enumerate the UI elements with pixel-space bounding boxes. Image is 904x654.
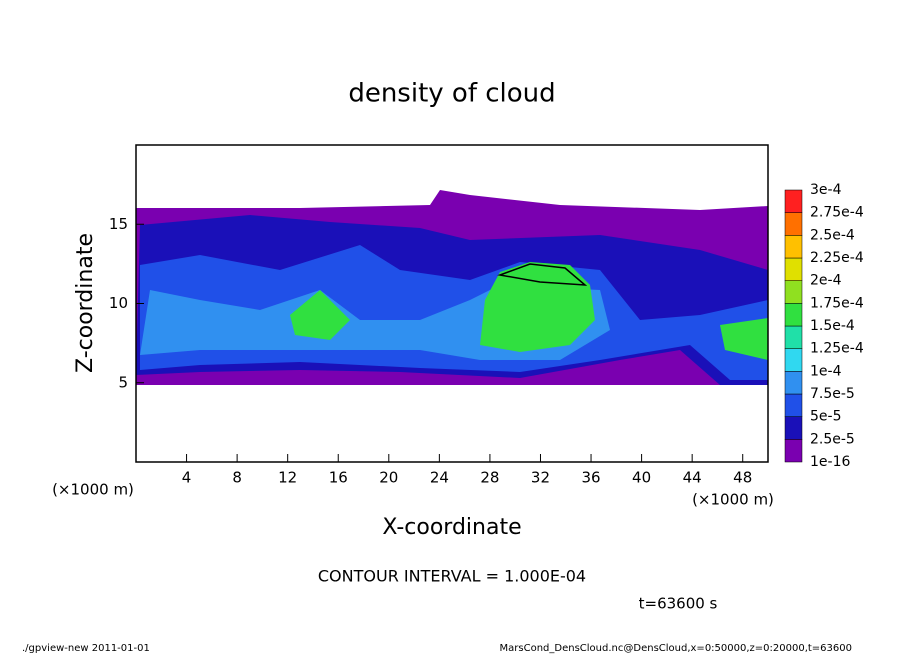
- x-tick-label: 24: [430, 469, 449, 487]
- y-tick-label: 10: [109, 294, 128, 312]
- colorbar-label: 2.5e-5: [810, 431, 855, 447]
- contour-note: CONTOUR INTERVAL = 1.000E-04: [318, 567, 586, 586]
- x-axis-label: X-coordinate: [382, 515, 521, 540]
- colorbar-label: 3e-4: [810, 182, 842, 198]
- colorbar-box: [784, 189, 803, 213]
- x-tick-label: 40: [632, 469, 651, 487]
- y-tick-label: 5: [118, 373, 128, 391]
- x-tick-label: 8: [232, 469, 242, 487]
- y-tick-label: 15: [109, 215, 128, 233]
- colorbar-box: [784, 416, 803, 440]
- colorbar-box: [784, 371, 803, 395]
- time-note: t=63600 s: [639, 595, 718, 613]
- colorbar-box: [784, 303, 803, 327]
- colorbar-label: 1.25e-4: [810, 341, 864, 357]
- colorbar-label: 1e-4: [810, 363, 842, 379]
- x-tick-label: 16: [329, 469, 348, 487]
- x-tick-label: 28: [480, 469, 499, 487]
- colorbar-label: 1e-16: [810, 454, 850, 470]
- x-tick-label: 12: [278, 469, 297, 487]
- colorbar-label: 2.75e-4: [810, 205, 864, 221]
- field-layer: [290, 262, 768, 360]
- colorbar-label: 1.75e-4: [810, 295, 864, 311]
- footer-right: MarsCond_DensCloud.nc@DensCloud,x=0:5000…: [500, 643, 852, 654]
- x-tick-label: 4: [182, 469, 192, 487]
- x-tick-label: 44: [683, 469, 702, 487]
- colorbar-box: [784, 348, 803, 372]
- colorbar-label: 2e-4: [810, 273, 842, 289]
- colorbar-label: 7.5e-5: [810, 386, 855, 402]
- colorbar-label: 2.5e-4: [810, 227, 855, 243]
- colorbar-box: [784, 325, 803, 349]
- footer-left: ./gpview-new 2011-01-01: [22, 643, 150, 654]
- colorbar-box: [784, 280, 803, 304]
- x-tick-label: 48: [733, 469, 752, 487]
- x-tick-label: 20: [379, 469, 398, 487]
- x-tick-label: 32: [531, 469, 550, 487]
- colorbar-label: 5e-5: [810, 409, 841, 425]
- colorbar-box: [784, 257, 803, 281]
- colorbar-box: [784, 439, 803, 463]
- cloud-field: [136, 190, 768, 385]
- y-unit: (×1000 m): [692, 491, 774, 509]
- contour-line: [497, 263, 588, 286]
- x-tick-label: 36: [581, 469, 600, 487]
- chart-title: density of cloud: [348, 79, 555, 109]
- y-axis-label: Z-coordinate: [73, 233, 98, 373]
- colorbar-box: [784, 235, 803, 259]
- colorbar-box: [784, 212, 803, 236]
- colorbar-label: 2.25e-4: [810, 250, 864, 266]
- colorbar-label: 1.5e-4: [810, 318, 855, 334]
- colorbar-box: [784, 393, 803, 417]
- x-unit: (×1000 m): [52, 481, 134, 499]
